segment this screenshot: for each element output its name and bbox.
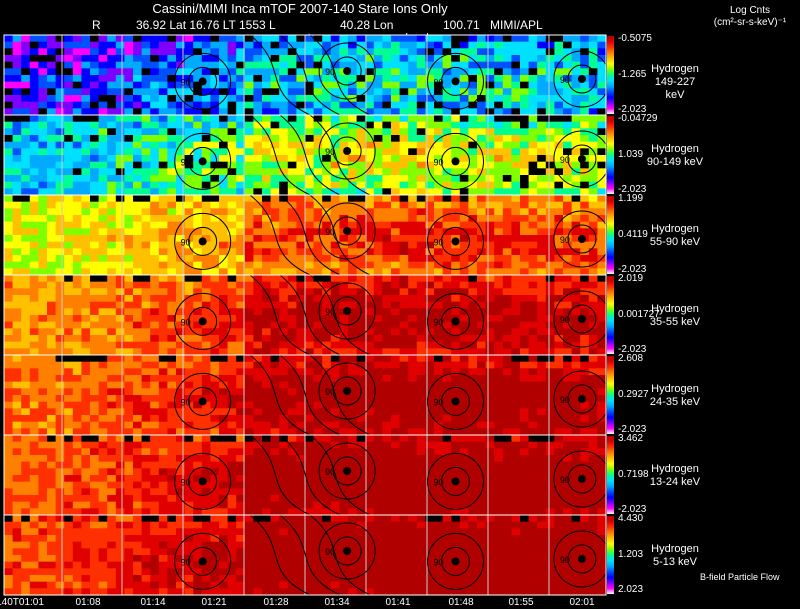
energy-range: 13-24 keV [649, 476, 701, 488]
panel-species-label: Hydrogen 24-35 keV [645, 383, 705, 409]
panel-species-label: Hydrogen 90-149 keV [645, 143, 705, 169]
credit-label: MIMI/APL [490, 18, 543, 32]
colorbar [607, 516, 614, 594]
energy-range: 35-55 keV [649, 316, 701, 328]
svg-text:90: 90 [181, 397, 191, 407]
colorbar-tick-label: 2.023 [618, 584, 644, 595]
svg-text:90: 90 [325, 147, 335, 157]
svg-text:90: 90 [560, 75, 570, 85]
lon-readout: 40.28 Lon [340, 18, 394, 32]
panel-species-label: Hydrogen 5-13 keV [645, 543, 705, 569]
plot-title: Cassini/MIMI Inca mTOF 2007-140 Stare Io… [152, 1, 448, 16]
colorbar-tick-label: 0.4119 [618, 229, 648, 240]
svg-text:90: 90 [434, 77, 444, 87]
svg-text:90: 90 [325, 307, 335, 317]
svg-text:90: 90 [434, 317, 444, 327]
colorbar-tick-label: -2.023 [618, 264, 647, 275]
time-tick-label: 01:48 [448, 597, 474, 608]
species-name: Hydrogen [651, 543, 699, 555]
svg-text:90: 90 [434, 237, 444, 247]
time-tick-label: 01:28 [263, 597, 289, 608]
svg-text:90: 90 [560, 235, 570, 245]
species-name: Hydrogen [651, 303, 699, 315]
colorbar [607, 196, 614, 274]
colorbar-tick-label: -1.265 [618, 69, 647, 80]
colorbar-tick-label: -2.023 [618, 104, 647, 115]
time-tick-label: 01:34 [324, 597, 350, 608]
time-tick-label: 01:55 [508, 597, 534, 608]
colorbar-tick-label: 1.039 [618, 149, 644, 160]
time-tick-label: 01:08 [75, 597, 101, 608]
colorbar-title: Log Cnts [729, 5, 771, 16]
panel-species-label: Hydrogen 149-227 keV [645, 63, 705, 102]
panel-species-label: Hydrogen 55-90 keV [645, 223, 705, 249]
colorbar [607, 356, 614, 434]
colorbar-tick-label: -2.023 [618, 504, 647, 515]
time-tick-label: 140T01:01 [0, 597, 44, 608]
species-name: Hydrogen [651, 463, 699, 475]
colorbar [607, 116, 614, 194]
energy-range: 149-227 keV [654, 76, 696, 101]
spectrogram-panel: 90 90 90 90 [3, 274, 614, 356]
panel-species-label: Hydrogen 35-55 keV [645, 303, 705, 329]
svg-text:90: 90 [181, 77, 191, 87]
svg-text:90: 90 [181, 237, 191, 247]
colorbar [607, 436, 614, 514]
species-name: Hydrogen [651, 63, 699, 75]
colorbar-tick-label: 4.430 [618, 513, 644, 524]
time-tick-label: 01:21 [201, 597, 227, 608]
svg-text:90: 90 [434, 397, 444, 407]
energy-range: 24-35 keV [649, 396, 701, 408]
colorbar [607, 276, 614, 354]
colorbar-tick-label: 1.199 [618, 193, 644, 204]
svg-text:90: 90 [181, 317, 191, 327]
colorbar-tick-label: 0.001727 [618, 309, 660, 320]
svg-text:90: 90 [560, 155, 570, 165]
svg-text:90: 90 [325, 227, 335, 237]
mid-value-readout: 100.71 [443, 18, 480, 32]
colorbar-tick-label: 2.019 [618, 273, 644, 284]
time-tick-label: 01:14 [140, 597, 166, 608]
svg-text:90: 90 [434, 157, 444, 167]
colorbar-tick-label: 1.203 [618, 549, 644, 560]
spectrogram-panel: 90 90 90 90 [3, 194, 614, 276]
colorbar-tick-label: 2.608 [618, 353, 644, 364]
spectrogram-panel: 90 90 90 90 [3, 114, 614, 196]
panel-species-label: Hydrogen 13-24 keV [645, 463, 705, 489]
species-name: Hydrogen [651, 223, 699, 235]
species-name: Hydrogen [651, 383, 699, 395]
species-name: Hydrogen [651, 143, 699, 155]
colorbar-tick-label: 0.7198 [618, 469, 649, 480]
svg-text:90: 90 [560, 315, 570, 325]
colorbar-tick-label: 0.2927 [618, 389, 649, 400]
colorbar-tick-label: -2.023 [618, 424, 647, 435]
svg-text:90: 90 [325, 387, 335, 397]
r-label: R [92, 18, 101, 32]
svg-text:90: 90 [325, 67, 335, 77]
spectrogram-panel: 90 90 90 90 [3, 354, 614, 436]
colorbar-tick-label: 3.462 [618, 433, 644, 444]
energy-range: 5-13 keV [652, 556, 698, 568]
colorbar [607, 36, 614, 114]
energy-range: 90-149 keV [646, 156, 704, 168]
colorbar-tick-label: -0.04729 [618, 113, 658, 124]
colorbar-units: (cm²-sr-s-keV)⁻¹ [713, 17, 787, 28]
svg-text:90: 90 [560, 395, 570, 405]
colorbar-tick-label: -2.023 [618, 344, 647, 355]
lat-lt-l-readout: 36.92 Lat 16.76 LT 1553 L [136, 18, 276, 32]
colorbar-tick-label: -2.023 [618, 184, 647, 195]
flow-note: B-field Particle Flow [700, 572, 780, 582]
time-tick-label: 01:41 [385, 597, 411, 608]
svg-text:90: 90 [181, 157, 191, 167]
colorbar-tick-label: -0.5075 [618, 33, 652, 44]
time-tick-label: 02:01 [569, 597, 595, 608]
spectrogram-panel: 90 90 90 90 [3, 34, 614, 116]
energy-range: 55-90 keV [649, 236, 701, 248]
